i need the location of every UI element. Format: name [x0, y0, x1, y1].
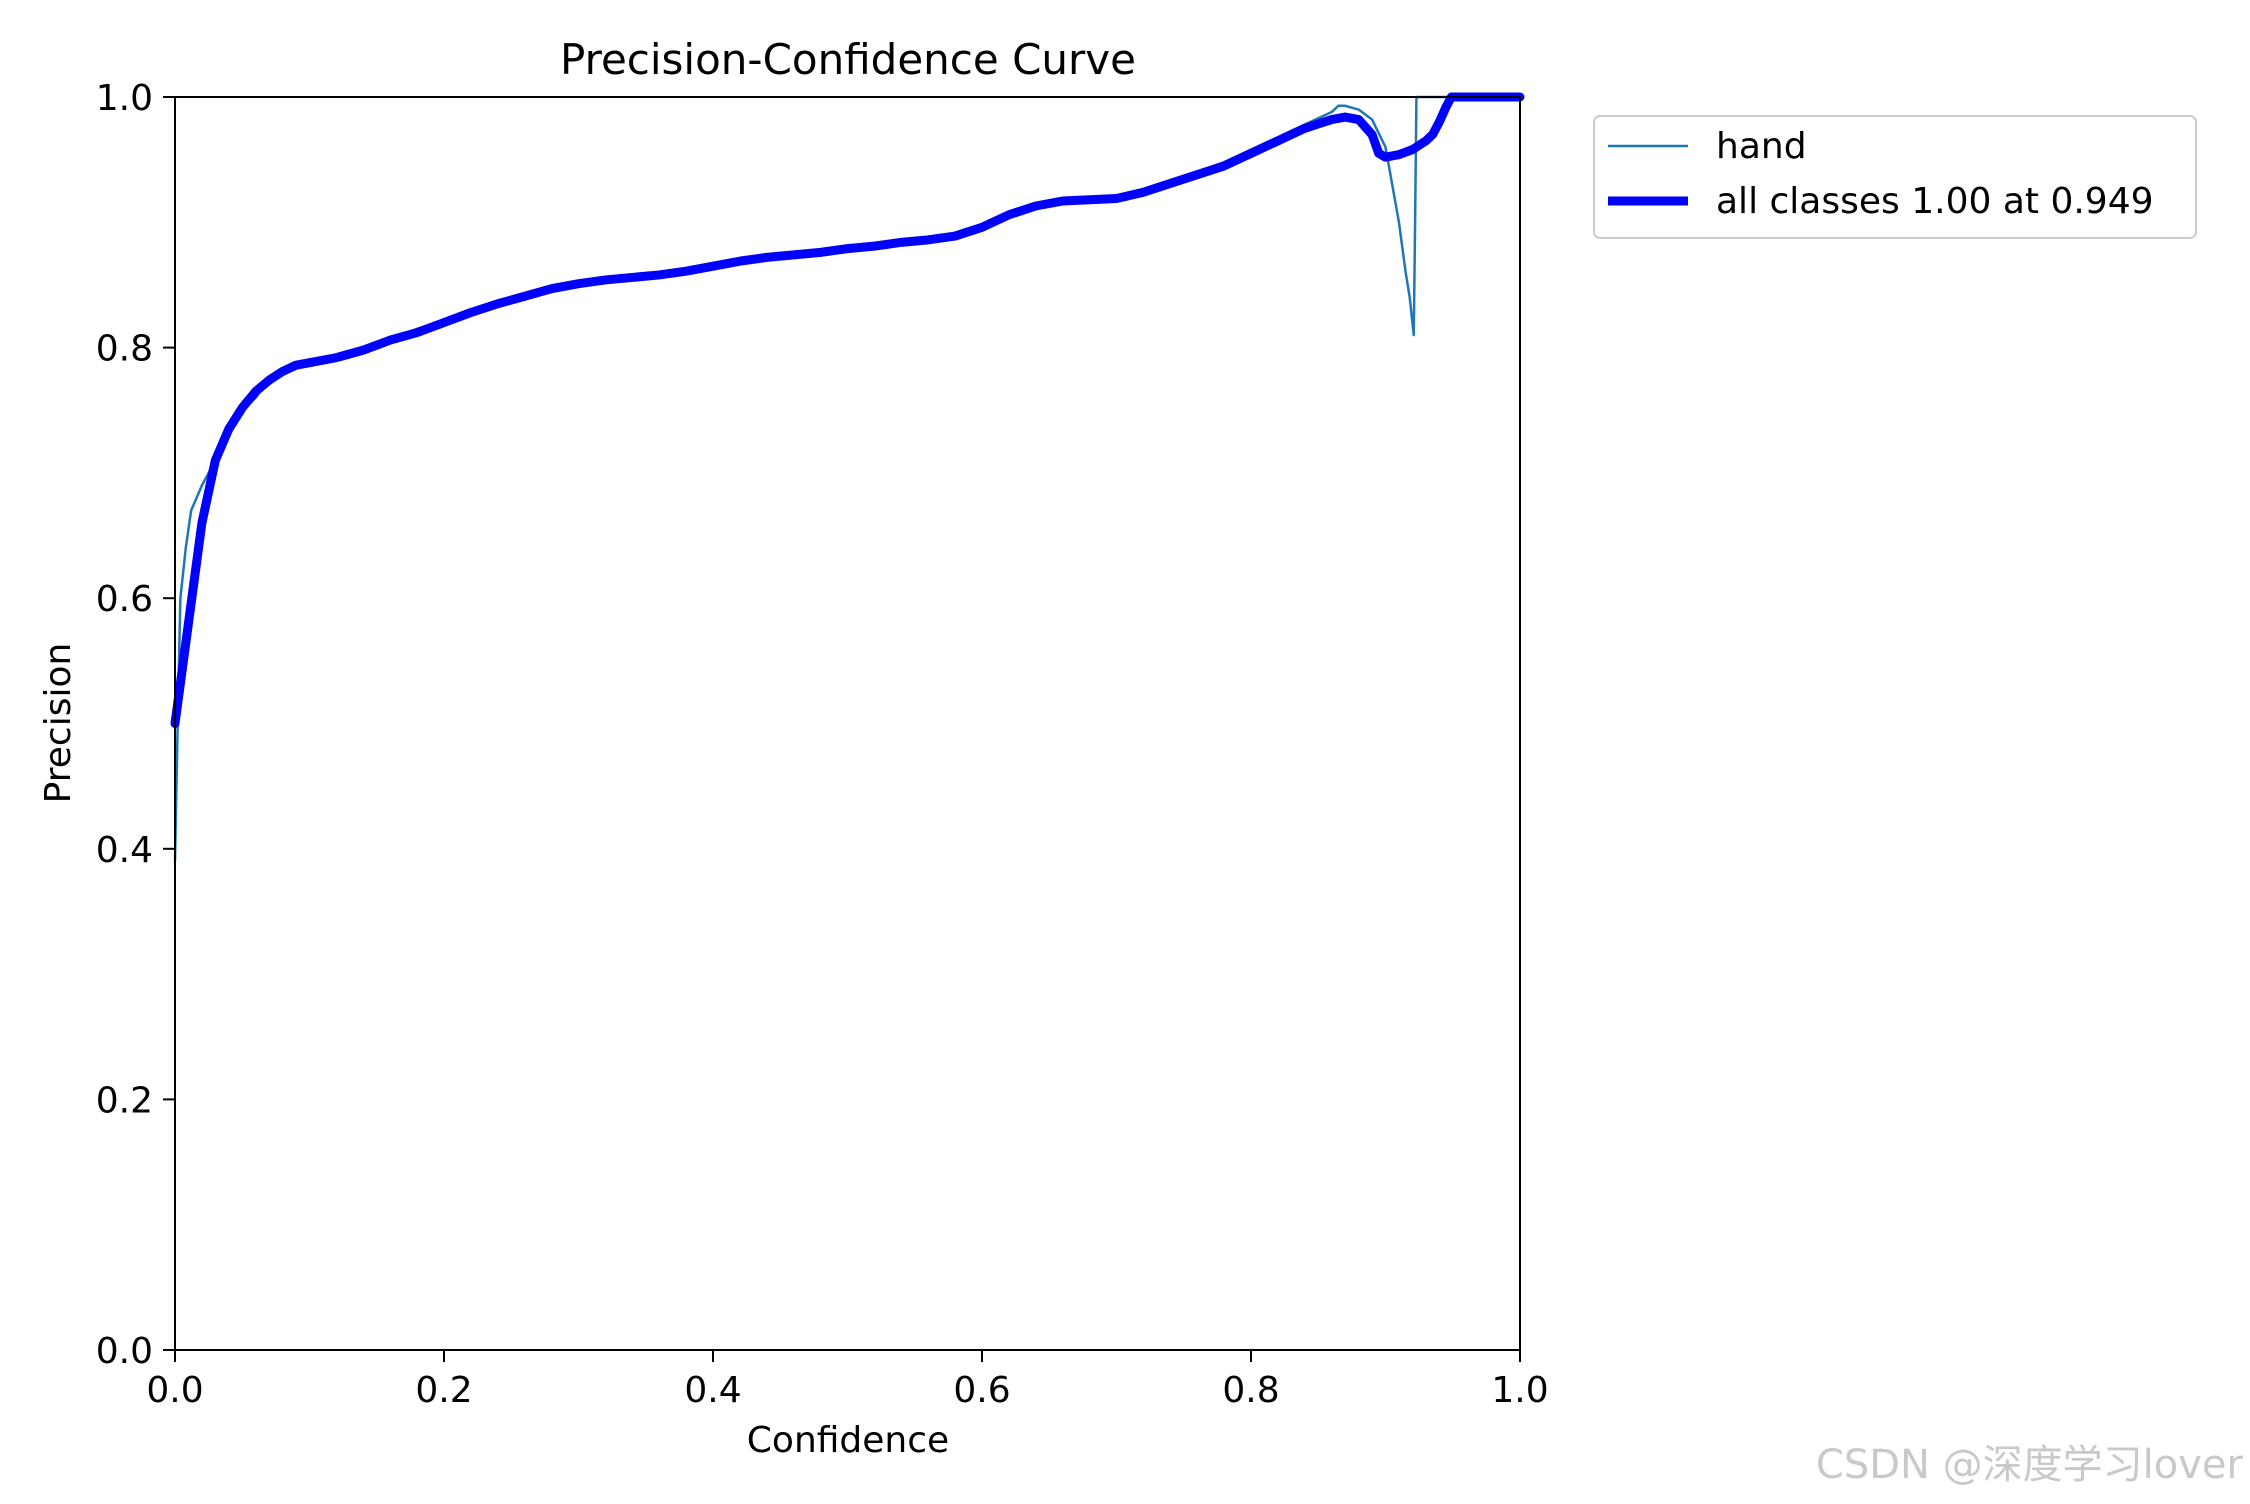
axes-frame — [174, 96, 1521, 1351]
x-tick-label: 0.4 — [684, 1370, 741, 1411]
x-axis-label: Confidence — [747, 1420, 949, 1461]
y-axis-ticks: 0.0 0.2 0.4 0.6 0.8 1.0 — [96, 78, 175, 1372]
legend-box — [1593, 115, 2197, 239]
y-tick-label: 1.0 — [96, 78, 153, 119]
x-tick-label: 1.0 — [1491, 1370, 1548, 1411]
chart-title: Precision-Confidence Curve — [560, 35, 1136, 84]
x-axis-ticks: 0.0 0.2 0.4 0.6 0.8 1.0 — [146, 1350, 1549, 1411]
plot-area: 0.0 0.2 0.4 0.6 0.8 1.0 0.0 0.2 0.4 0.6 0.8 1.0 — [96, 78, 1549, 1411]
y-tick-label: 0.6 — [96, 579, 153, 620]
series-layer — [170, 92, 1525, 863]
x-tick-label: 0.2 — [415, 1370, 472, 1411]
x-tick-label: 0.0 — [146, 1370, 203, 1411]
x-tick-label: 0.8 — [1222, 1370, 1279, 1411]
series-line-all-classes — [170, 92, 1525, 728]
watermark-text: CSDN @深度学习lover — [1816, 1442, 2244, 1488]
legend-label-all-classes: all classes 1.00 at 0.949 — [1716, 181, 2154, 222]
y-tick-label: 0.2 — [96, 1080, 153, 1121]
y-tick-label: 0.0 — [96, 1331, 153, 1372]
legend-label-hand: hand — [1716, 126, 1807, 167]
x-tick-label: 0.6 — [953, 1370, 1010, 1411]
y-tick-label: 0.8 — [96, 329, 153, 370]
y-tick-label: 0.4 — [96, 830, 153, 871]
y-axis-label: Precision — [38, 643, 79, 804]
legend: hand all classes 1.00 at 0.949 — [1593, 115, 2197, 239]
